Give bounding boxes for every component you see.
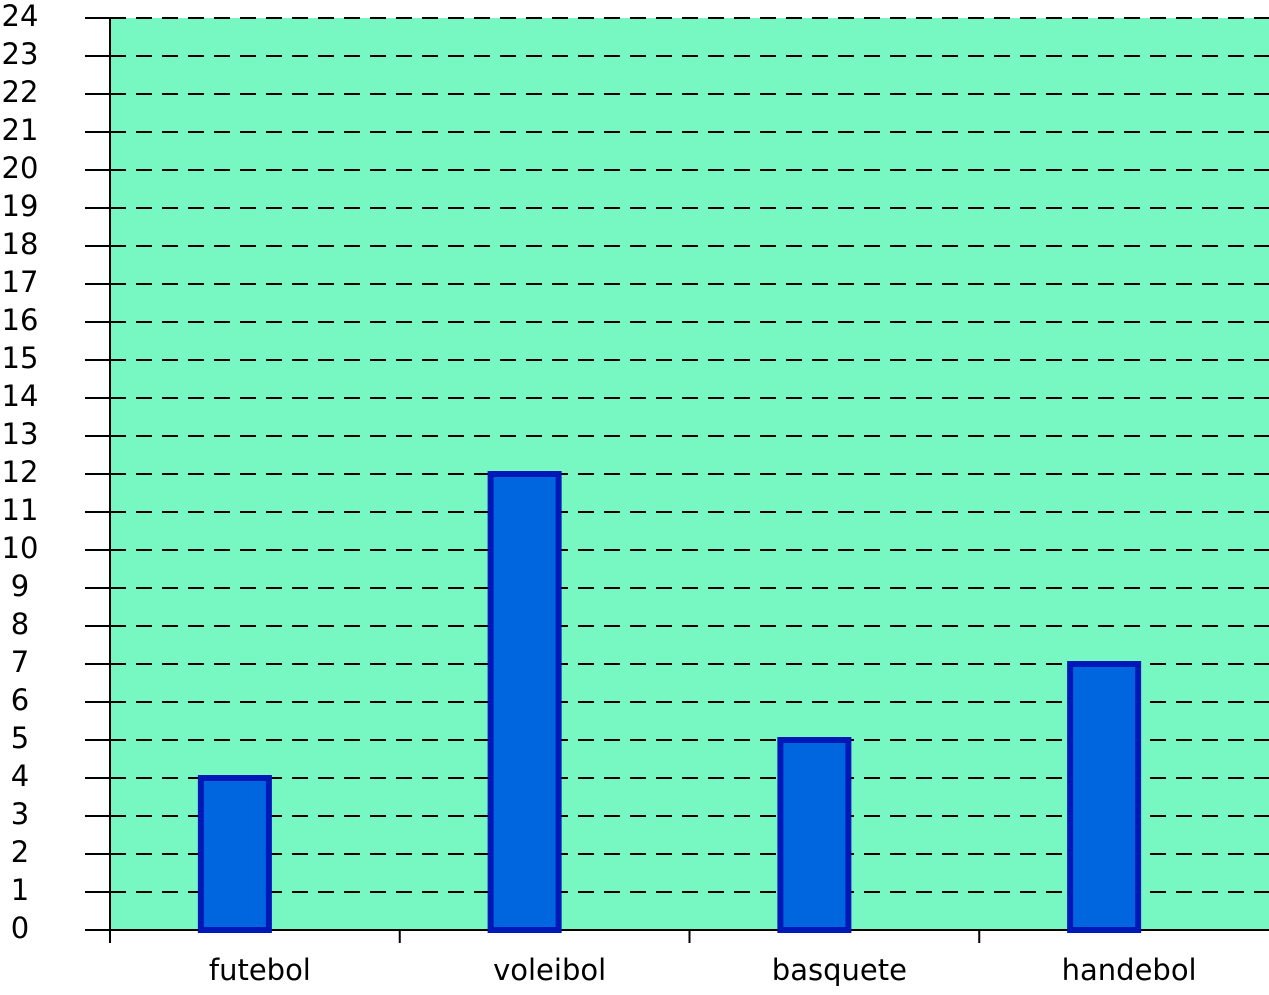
y-tick-label: 24 — [2, 0, 39, 33]
y-tick-label: 4 — [11, 759, 29, 793]
y-tick-label: 12 — [2, 455, 39, 489]
y-tick-label: 18 — [2, 227, 39, 261]
y-tick-label: 15 — [2, 341, 39, 375]
y-tick-label: 3 — [11, 797, 29, 831]
y-tick-label: 21 — [2, 113, 39, 147]
y-tick-label: 11 — [2, 493, 39, 527]
y-tick-label: 7 — [11, 645, 29, 679]
y-tick-label: 20 — [2, 151, 39, 185]
y-tick-label: 16 — [2, 303, 39, 337]
x-tick-label: handebol — [1062, 953, 1197, 987]
y-tick-label: 8 — [11, 607, 29, 641]
y-tick-label: 9 — [11, 569, 29, 603]
bar — [777, 737, 852, 933]
y-tick-label: 6 — [11, 683, 29, 717]
y-tick-label: 19 — [2, 189, 39, 223]
y-tick-label: 14 — [2, 379, 39, 413]
y-tick-label: 17 — [2, 265, 39, 299]
bar — [197, 775, 272, 933]
y-tick-label: 23 — [2, 37, 39, 71]
x-tick-label: basquete — [772, 953, 907, 987]
y-tick-label: 0 — [11, 911, 29, 945]
bar — [487, 471, 562, 933]
y-tick-label: 5 — [11, 721, 29, 755]
x-tick-label: futebol — [209, 953, 311, 987]
y-tick-label: 22 — [2, 75, 39, 109]
y-tick-label: 10 — [2, 531, 39, 565]
bar — [1067, 661, 1142, 933]
y-tick-label: 2 — [11, 835, 29, 869]
y-tick-label: 1 — [11, 873, 29, 907]
y-tick-label: 13 — [2, 417, 39, 451]
x-tick-label: voleibol — [493, 953, 606, 987]
